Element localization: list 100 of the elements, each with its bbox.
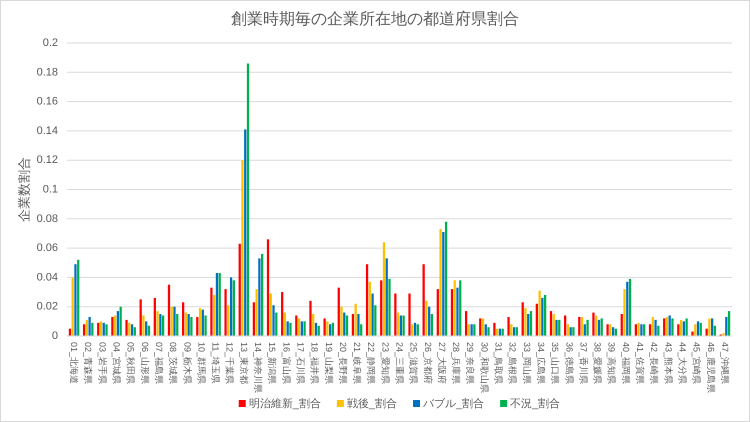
bar (694, 324, 696, 336)
bar (270, 294, 272, 336)
bar (86, 320, 88, 336)
bar (484, 324, 487, 336)
bar (232, 280, 235, 336)
bar (479, 318, 482, 336)
x-tick-label: 24_三重県 (394, 342, 404, 384)
x-tick-label: 32_島根県 (508, 342, 518, 384)
x-tick-label: 19_山梨県 (324, 342, 334, 384)
bar (77, 260, 80, 336)
bar (682, 321, 685, 336)
bar (468, 324, 470, 336)
x-tick-label: 40_福岡県 (620, 342, 631, 384)
x-tick-label: 43_熊本県 (663, 342, 674, 384)
bar (620, 314, 623, 336)
bar (609, 324, 612, 336)
y-tick-label: 0.1 (42, 184, 58, 196)
bar (725, 316, 728, 336)
bar (459, 280, 462, 336)
y-tick-label: 0.08 (36, 212, 58, 225)
x-tick-label: 09_栃木県 (182, 342, 192, 384)
bar (244, 129, 246, 336)
y-tick-label: 0.18 (36, 66, 58, 78)
bar (527, 314, 530, 336)
y-tick-label: 0.06 (36, 242, 58, 254)
bar (578, 316, 580, 336)
y-tick-label: 0.2 (42, 37, 58, 49)
bar (541, 298, 544, 336)
bar (281, 292, 284, 336)
bar (354, 304, 357, 336)
bar (374, 305, 376, 336)
y-tick-label: 0.16 (36, 96, 58, 108)
x-tick-label: 47_沖縄県 (720, 342, 730, 384)
y-tick-label: 0.14 (36, 124, 58, 137)
legend-label: 戦後_割合 (346, 397, 397, 410)
bar (102, 322, 105, 336)
bar (159, 314, 162, 336)
bar (502, 328, 504, 336)
bar (544, 294, 546, 336)
x-tick-label: 11_埼玉県 (210, 342, 221, 384)
bar (700, 322, 702, 336)
x-tick-label: 06_山形県 (140, 342, 150, 384)
bar (626, 282, 628, 336)
bar (176, 314, 178, 336)
x-tick-label: 44_大分県 (677, 342, 688, 384)
x-tick-label: 20_長野県 (338, 342, 348, 384)
bar (396, 312, 400, 336)
bar (657, 326, 660, 336)
bar (394, 294, 396, 336)
bar (114, 315, 116, 336)
bar (668, 315, 671, 336)
x-tick-label: 15_新潟県 (267, 342, 278, 384)
bar (360, 324, 362, 336)
bar (422, 264, 425, 336)
x-tick-label: 10_群馬県 (196, 342, 206, 384)
bar (522, 302, 524, 336)
bar (300, 321, 303, 336)
bar (638, 322, 640, 336)
x-tick-label: 14_神奈川県 (253, 342, 264, 394)
legend-label: バブル_割合 (422, 397, 484, 410)
x-tick-label: 12_千葉県 (224, 342, 235, 384)
y-tick-label: 0.04 (36, 271, 58, 284)
bar (329, 324, 332, 336)
bar (256, 289, 258, 336)
bar (170, 306, 173, 336)
bar (663, 318, 666, 336)
bar (428, 306, 430, 336)
bar (368, 282, 371, 336)
bar (326, 321, 329, 336)
bar (182, 302, 184, 336)
bar (140, 299, 142, 336)
bar (202, 310, 204, 336)
x-tick-label: 25_滋賀県 (408, 342, 419, 384)
bar (402, 315, 405, 336)
bar (188, 314, 190, 336)
bar (652, 316, 654, 336)
bar (134, 327, 136, 336)
x-tick-label: 30_和歌山県 (479, 342, 490, 394)
bar (595, 315, 598, 336)
bar (510, 324, 512, 336)
bar (97, 322, 100, 336)
x-tick-label: 38_愛媛県 (592, 342, 603, 384)
bar (286, 321, 289, 336)
y-axis-title: 企業数割合 (16, 157, 32, 222)
bar (400, 315, 402, 336)
bar (711, 318, 714, 336)
bar (470, 324, 473, 336)
x-tick-label: 04_宮城県 (112, 342, 122, 384)
bar (227, 305, 230, 336)
bar (380, 280, 382, 336)
chart-title: 創業時期毎の企業所在地の都道府県割合 (231, 10, 519, 28)
x-tick-label: 41_佐賀県 (635, 342, 646, 384)
bar (128, 322, 130, 336)
bar (643, 324, 646, 336)
bar (558, 320, 560, 336)
bar (614, 328, 618, 336)
x-tick-label: 28_兵庫県 (451, 342, 462, 384)
x-tick-label: 39_高知県 (606, 342, 617, 384)
bar (536, 304, 538, 336)
x-tick-label: 01_北海道 (69, 342, 80, 384)
